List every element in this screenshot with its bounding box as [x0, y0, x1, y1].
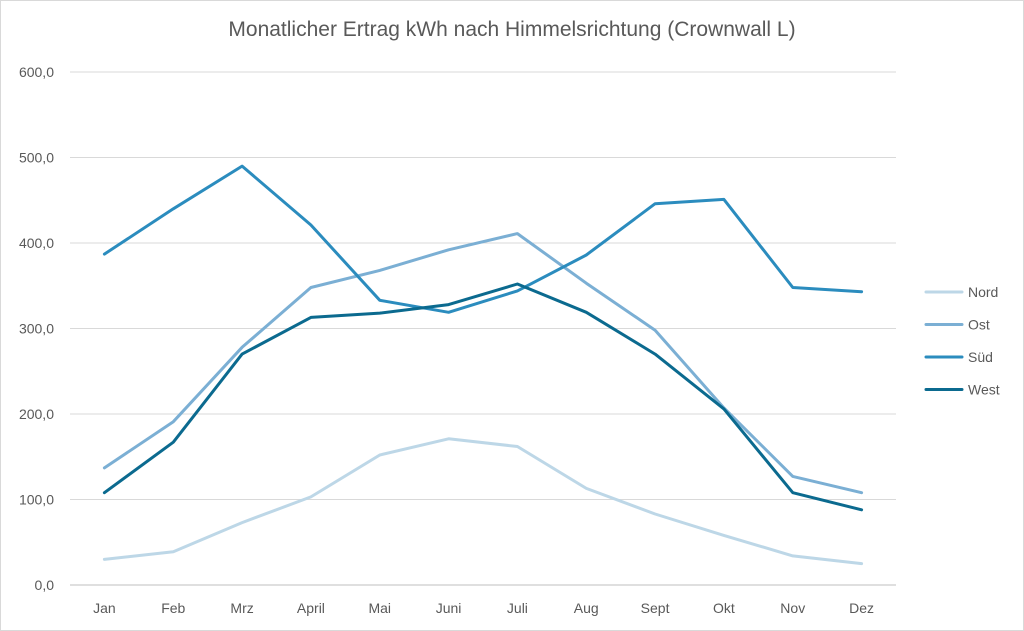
- chart-title: Monatlicher Ertrag kWh nach Himmelsricht…: [228, 18, 796, 41]
- legend-label: Ost: [968, 317, 990, 333]
- y-tick-label: 200,0: [19, 406, 54, 422]
- x-tick-label: Sept: [641, 600, 670, 616]
- y-tick-label: 500,0: [19, 150, 54, 166]
- legend-item: West: [924, 382, 1000, 398]
- legend-label: Süd: [968, 349, 993, 365]
- series-line-nord: [102, 437, 864, 566]
- x-tick-label: Mai: [368, 600, 391, 616]
- x-axis: Jan Feb Mrz April Mai Juni Juli Aug Sept Okt Nov De…: [93, 600, 874, 616]
- legend-item: Nord: [924, 284, 998, 300]
- legend-item: Süd: [924, 349, 993, 365]
- x-tick-label: Aug: [574, 600, 599, 616]
- y-tick-label: 400,0: [19, 235, 54, 251]
- x-tick-label: Feb: [161, 600, 185, 616]
- legend-label: Nord: [968, 284, 998, 300]
- y-axis: 0,0 100,0 200,0 300,0 400,0 500,0 600,0: [19, 64, 54, 593]
- x-tick-label: Juli: [507, 600, 528, 616]
- series-line-süd: [102, 164, 864, 314]
- x-tick-label: Mrz: [230, 600, 253, 616]
- x-tick-label: Juni: [436, 600, 462, 616]
- x-tick-label: Dez: [849, 600, 874, 616]
- legend: Nord Ost Süd West: [924, 284, 1000, 398]
- y-tick-label: 100,0: [19, 492, 54, 508]
- y-tick-label: 600,0: [19, 64, 54, 80]
- gridlines: [70, 71, 896, 586]
- legend-item: Ost: [924, 317, 990, 333]
- series-lines: [102, 164, 864, 566]
- x-tick-label: Okt: [713, 600, 735, 616]
- y-tick-label: 0,0: [35, 577, 55, 593]
- legend-label: West: [968, 382, 1000, 398]
- x-tick-label: April: [297, 600, 325, 616]
- x-tick-label: Nov: [780, 600, 805, 616]
- series-line-ost: [102, 232, 864, 495]
- series-line-west: [102, 282, 864, 512]
- y-tick-label: 300,0: [19, 321, 54, 337]
- x-tick-label: Jan: [93, 600, 116, 616]
